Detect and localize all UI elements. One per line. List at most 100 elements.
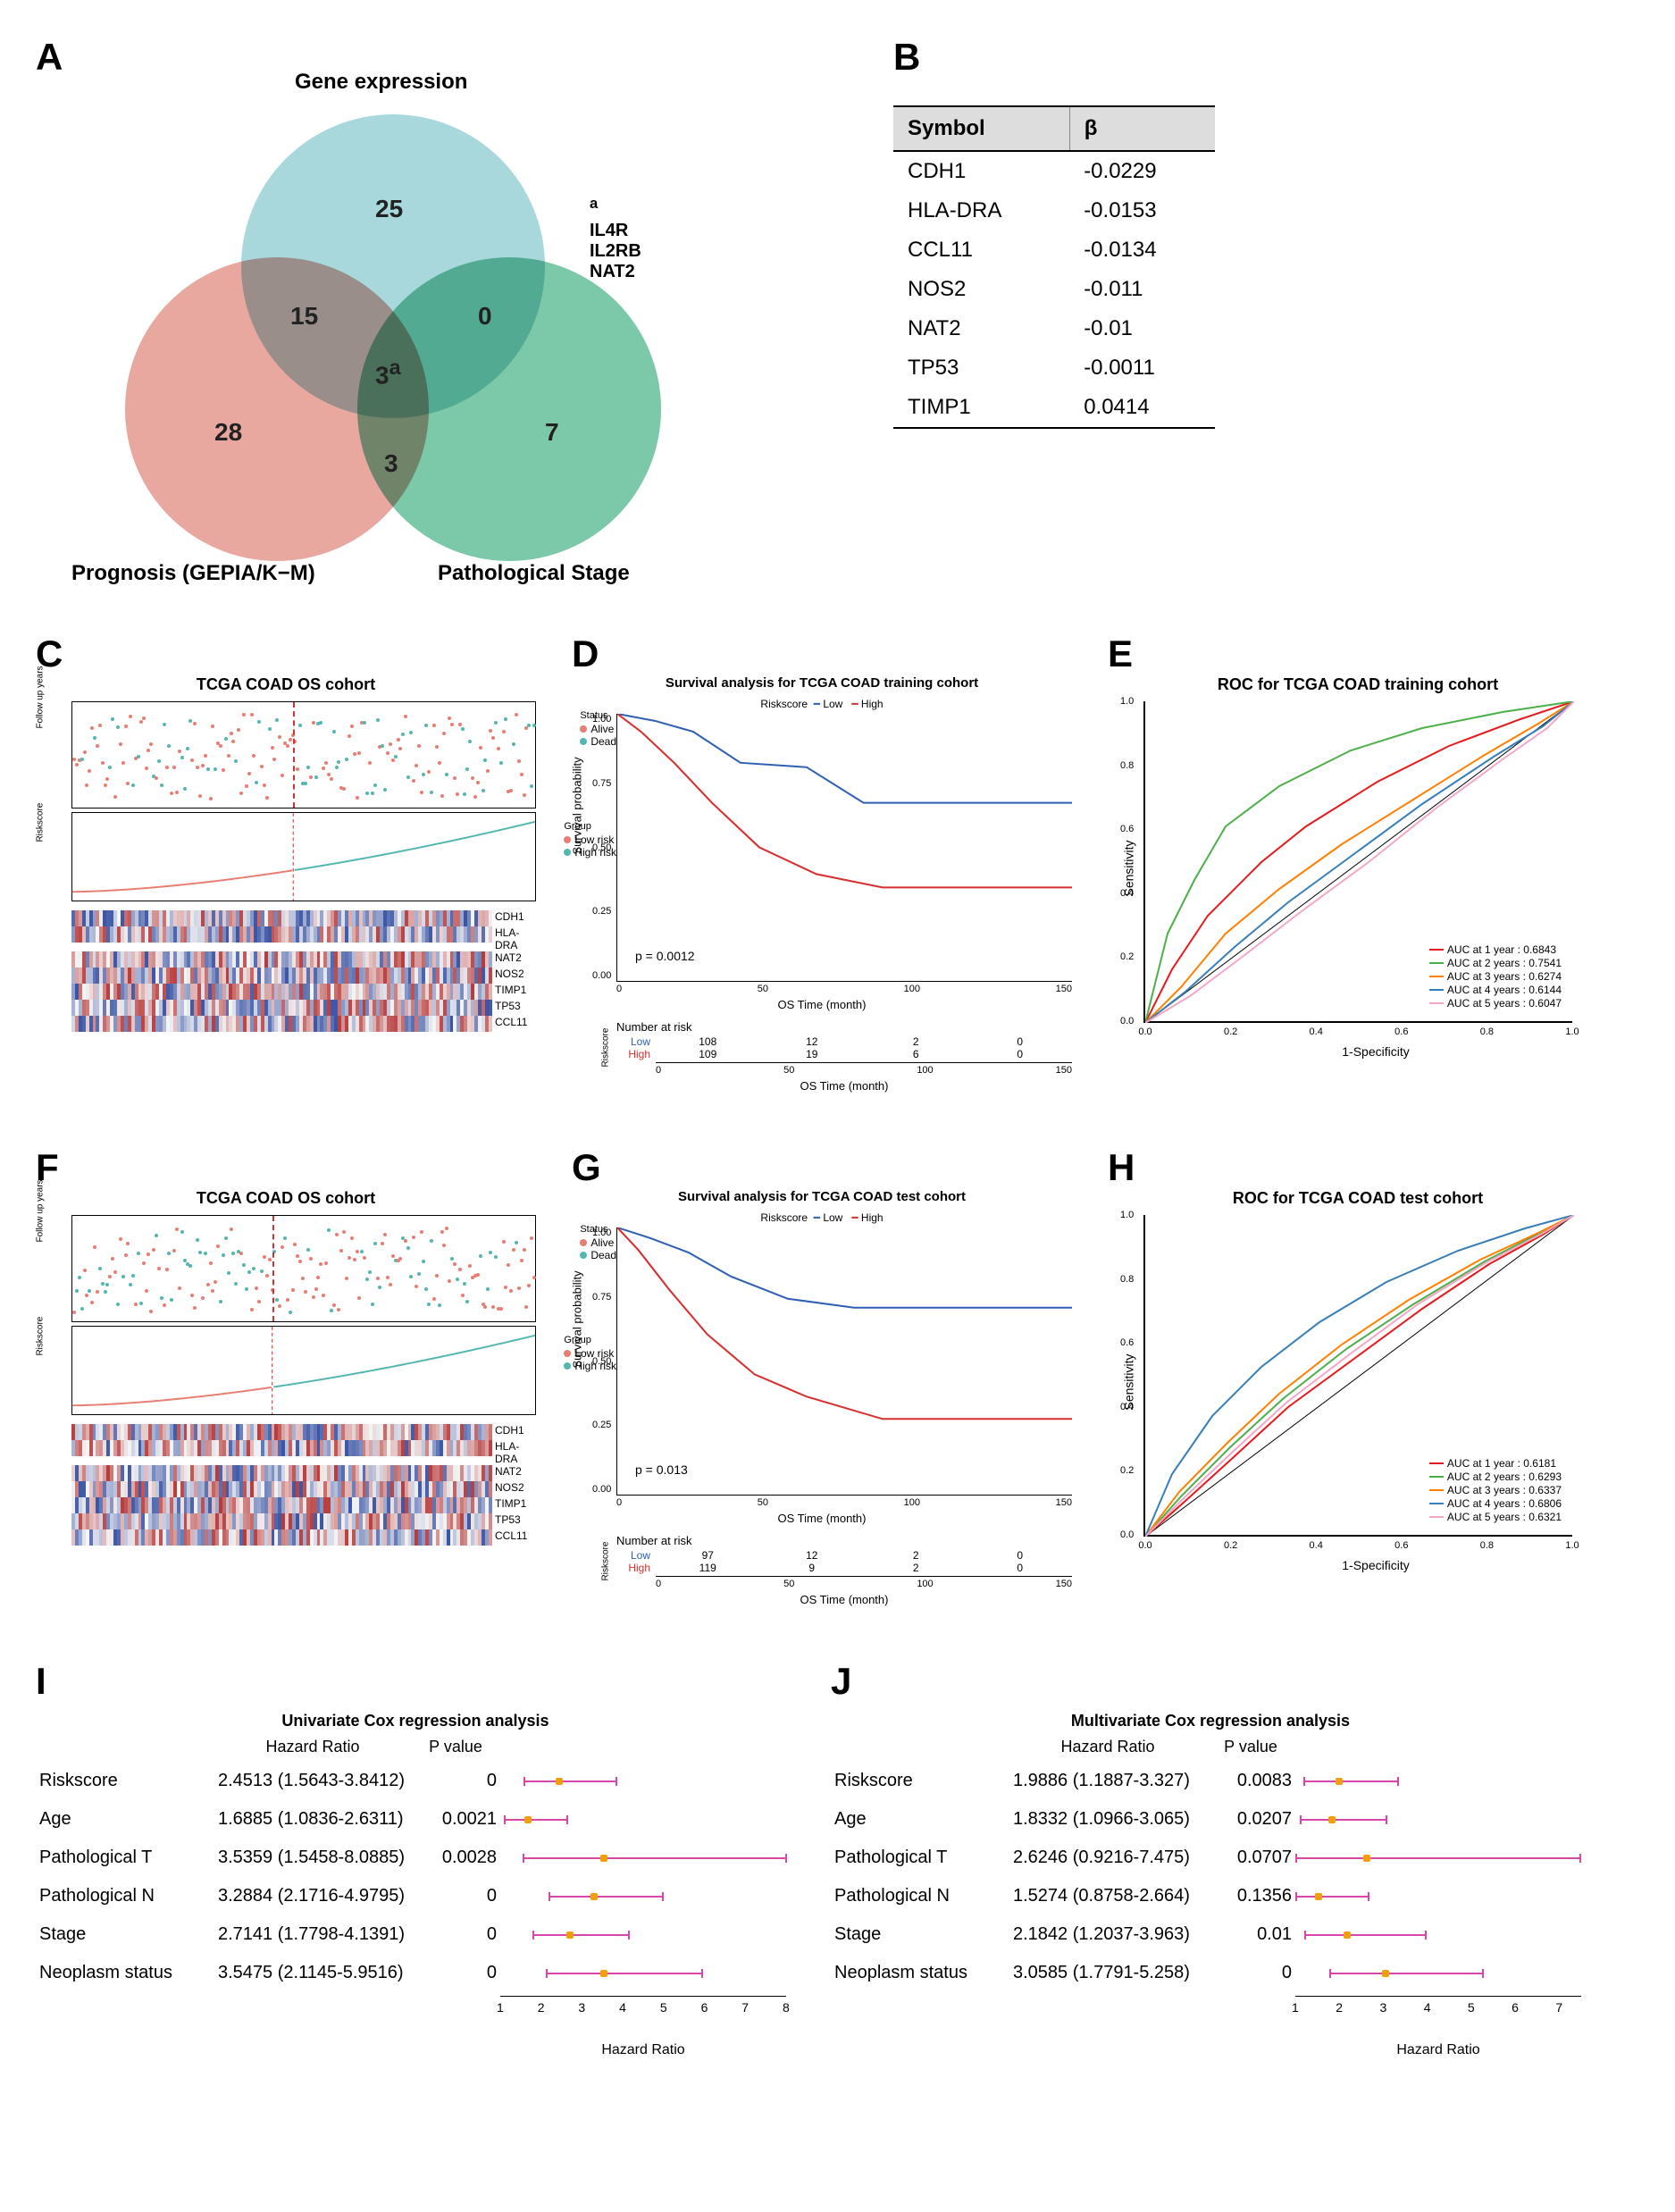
forest-ci-plot xyxy=(1295,1806,1581,1833)
beta-symbol: CCL11 xyxy=(893,230,1069,270)
venn-side-gene: NAT2 xyxy=(590,262,641,282)
roc-plot: AUC at 1 year : 0.6181AUC at 2 years : 0… xyxy=(1143,1215,1572,1537)
beta-table: Symbol β CDH1-0.0229HLA-DRA-0.0153CCL11-… xyxy=(893,105,1215,429)
forest-pval: 0.1356 xyxy=(1206,1877,1295,1915)
heatmap-gene-label: HLA-DRA xyxy=(491,1440,536,1465)
forest-hr: 3.2884 (2.1716-4.9795) xyxy=(214,1877,411,1915)
forest-var: Age xyxy=(831,1800,1009,1839)
roc-legend: AUC at 1 year : 0.6181AUC at 2 years : 0… xyxy=(1426,1453,1565,1528)
forest-header: P value xyxy=(1206,1738,1295,1762)
km-pvalue: p = 0.0012 xyxy=(635,949,695,963)
venn-circle-right xyxy=(357,257,661,561)
roc-plot: AUC at 1 year : 0.6843AUC at 2 years : 0… xyxy=(1143,701,1572,1023)
venn-n-leftright: 3 xyxy=(384,449,398,478)
forest-hr: 2.7141 (1.7798-4.1391) xyxy=(214,1915,411,1954)
risk-title: TCGA COAD OS cohort xyxy=(36,1189,536,1208)
beta-value: -0.0229 xyxy=(1069,151,1215,191)
km-panel: G Survival analysis for TCGA COAD test c… xyxy=(572,1146,1072,1606)
km-legend: Riskscore ━ Low ━ High xyxy=(572,1211,1072,1224)
panel-b-label: B xyxy=(893,36,1340,79)
forest-var: Neoplasm status xyxy=(831,1954,1009,1992)
heatmap-gene-label: NOS2 xyxy=(491,1481,536,1497)
forest-ci-plot xyxy=(1295,1883,1581,1910)
panel-i-title: Univariate Cox regression analysis xyxy=(36,1712,795,1730)
heatmap-gene-label: NAT2 xyxy=(491,1465,536,1481)
venn-n-top: 25 xyxy=(375,195,403,223)
forest-ci-plot xyxy=(500,1768,786,1795)
forest-ci-plot xyxy=(1295,1960,1581,1987)
forest-hr: 1.5274 (0.8758-2.664) xyxy=(1009,1877,1206,1915)
heatmap-gene-label: TP53 xyxy=(491,1513,536,1529)
roc-panel: H ROC for TCGA COAD test cohortAUC at 1 … xyxy=(1108,1146,1608,1606)
forest-pval: 0.01 xyxy=(1206,1915,1295,1954)
forest-ci-plot xyxy=(1295,1768,1581,1795)
panel-a: A Gene expression 25 28 7 15 0 3 3a Prog… xyxy=(36,36,858,579)
panel-label: E xyxy=(1108,633,1608,675)
heatmap-gene-label: NAT2 xyxy=(491,951,536,968)
risk-panel: FTCGA COAD OS cohortStatusAliveDeadFollo… xyxy=(36,1146,536,1606)
forest-var: Age xyxy=(36,1800,214,1839)
forest-hr: 3.5475 (2.1145-5.9516) xyxy=(214,1954,411,1992)
heatmap-gene-label: TP53 xyxy=(491,1000,536,1016)
forest-var: Pathological T xyxy=(831,1839,1009,1877)
heatmap-gene-label: CCL11 xyxy=(491,1016,536,1032)
forest-var: Stage xyxy=(831,1915,1009,1954)
km-panel: D Survival analysis for TCGA COAD traini… xyxy=(572,633,1072,1093)
venn-n-center: 3a xyxy=(375,356,401,390)
forest-hr: 1.6885 (1.0836-2.6311) xyxy=(214,1800,411,1839)
panel-label: D xyxy=(572,633,1072,675)
beta-symbol: NAT2 xyxy=(893,309,1069,348)
beta-value: 0.0414 xyxy=(1069,388,1215,428)
panel-label: H xyxy=(1108,1146,1608,1189)
forest-hr: 2.4513 (1.5643-3.8412) xyxy=(214,1762,411,1800)
roc-xlabel: 1-Specificity xyxy=(1143,1044,1608,1059)
forest-ci-plot xyxy=(1295,1922,1581,1948)
km-xlabel: OS Time (month) xyxy=(572,1512,1072,1525)
forest-pval: 0.0021 xyxy=(411,1800,500,1839)
forest-pval: 0 xyxy=(411,1762,500,1800)
forest-pval: 0.0083 xyxy=(1206,1762,1295,1800)
forest-pval: 0.0707 xyxy=(1206,1839,1295,1877)
risk-table: Number at riskRiskscoreLow971220High1199… xyxy=(616,1534,1072,1606)
forest-var: Neoplasm status xyxy=(36,1954,214,1992)
forest-ci-plot xyxy=(500,1845,786,1872)
venn-center-sup: a xyxy=(389,356,401,379)
scatter-plot xyxy=(71,1215,536,1322)
beta-symbol: NOS2 xyxy=(893,270,1069,309)
scatter-plot xyxy=(71,701,536,809)
heatmap-gene-label: HLA-DRA xyxy=(491,926,536,951)
beta-symbol: CDH1 xyxy=(893,151,1069,191)
km-plot: p = 0.0131.000.750.500.250.00Survival pr… xyxy=(616,1227,1072,1496)
riskscore-curve xyxy=(71,1326,536,1415)
beta-value: -0.011 xyxy=(1069,270,1215,309)
heatmap-gene-label: NOS2 xyxy=(491,968,536,984)
venn-left-label: Prognosis (GEPIA/K−M) xyxy=(71,561,315,586)
forest-ci-plot xyxy=(500,1806,786,1833)
roc-panel: E ROC for TCGA COAD training cohortAUC a… xyxy=(1108,633,1608,1093)
venn-top-label: Gene expression xyxy=(295,70,467,95)
forest-table: Hazard RatioP valueRiskscore1.9886 (1.18… xyxy=(831,1738,1590,1992)
panel-label: F xyxy=(36,1146,536,1189)
forest-pval: 0 xyxy=(411,1954,500,1992)
heatmap-gene-label: CCL11 xyxy=(491,1529,536,1546)
km-legend: Riskscore ━ Low ━ High xyxy=(572,698,1072,710)
panel-j: J Multivariate Cox regression analysis H… xyxy=(831,1660,1590,2058)
forest-header: Hazard Ratio xyxy=(214,1738,411,1762)
forest-hr: 1.9886 (1.1887-3.327) xyxy=(1009,1762,1206,1800)
forest-ci-plot xyxy=(500,1922,786,1948)
venn-side-gene: IL4R xyxy=(590,221,641,241)
riskscore-curve xyxy=(71,812,536,901)
forest-hr: 2.1842 (1.2037-3.963) xyxy=(1009,1915,1206,1954)
beta-symbol: TP53 xyxy=(893,348,1069,388)
panel-i-label: I xyxy=(36,1660,795,1703)
forest-hr: 1.8332 (1.0966-3.065) xyxy=(1009,1800,1206,1839)
venn-diagram: Gene expression 25 28 7 15 0 3 3a Progno… xyxy=(89,79,733,579)
forest-ci-plot xyxy=(500,1883,786,1910)
venn-n-topright: 0 xyxy=(478,302,492,331)
km-xlabel: OS Time (month) xyxy=(572,998,1072,1011)
forest-header: P value xyxy=(411,1738,500,1762)
venn-side-title: a IL4RIL2RBNAT2 xyxy=(590,195,641,282)
panel-j-label: J xyxy=(831,1660,1590,1703)
panel-b: B Symbol β CDH1-0.0229HLA-DRA-0.0153CCL1… xyxy=(893,36,1340,579)
heatmap-gene-label: TIMP1 xyxy=(491,984,536,1000)
